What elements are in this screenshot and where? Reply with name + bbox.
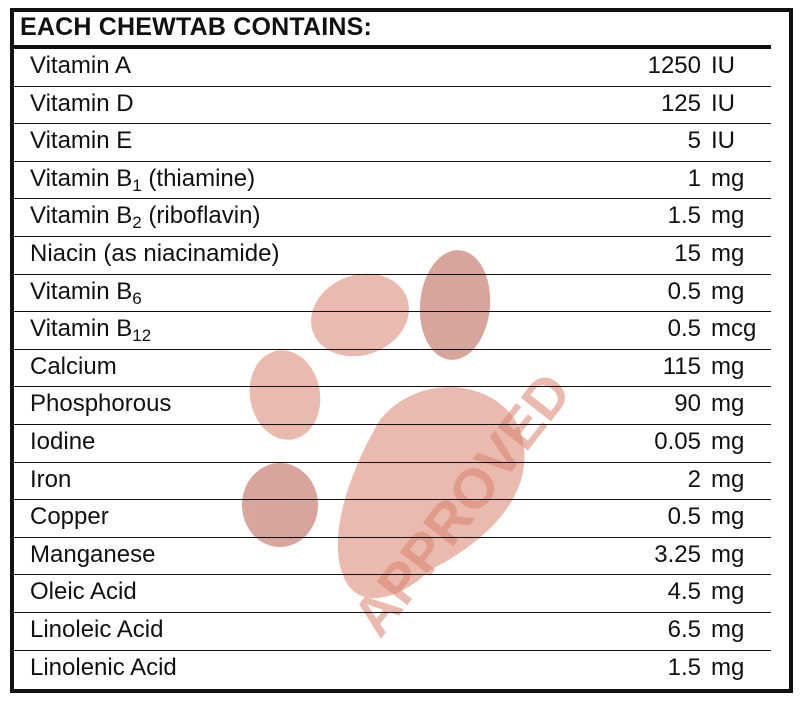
nutrient-unit: mg <box>711 615 745 643</box>
nutrient-name: Manganese <box>30 540 156 568</box>
nutrient-name: Linoleic Acid <box>30 615 164 643</box>
nutrient-name: Phosphorous <box>30 390 172 418</box>
nutrient-amount: 3.25 <box>654 540 701 568</box>
nutrient-amount: 0.5 <box>667 503 701 531</box>
table-row: Manganese 3.25 mg <box>14 538 771 576</box>
table-row: Vitamin B12 0.5 mcg <box>14 312 771 350</box>
table-row: Niacin (as niacinamide) 15 mg <box>14 237 771 275</box>
nutrient-unit: mg <box>711 239 745 267</box>
nutrient-unit: mg <box>711 164 745 192</box>
label-title: EACH CHEWTAB CONTAINS: <box>20 13 373 41</box>
nutrient-unit: mg <box>711 277 745 305</box>
nutrient-amount: 0.05 <box>654 427 701 455</box>
nutrient-unit: mcg <box>711 315 757 343</box>
nutrient-amount: 1.5 <box>667 653 701 681</box>
nutrient-unit: IU <box>711 52 735 79</box>
nutrient-name: Vitamin B12 <box>30 315 152 346</box>
nutrient-amount: 125 <box>660 89 701 117</box>
table-row: Iodine 0.05 mg <box>14 425 771 463</box>
table-row: Vitamin B1 (thiamine) 1 mg <box>14 162 771 200</box>
table-row: Linolenic Acid 1.5 mg <box>14 651 771 688</box>
table-row: Copper 0.5 mg <box>14 500 771 538</box>
table-row: Vitamin E 5 IU <box>14 124 771 162</box>
table-row: Vitamin B6 0.5 mg <box>14 275 771 313</box>
nutrient-name: Iron <box>30 465 72 493</box>
nutrient-amount: 90 <box>674 390 701 418</box>
nutrient-amount: 0.5 <box>667 277 701 305</box>
nutrient-name: Oleic Acid <box>30 578 137 606</box>
table-row: Oleic Acid 4.5 mg <box>14 575 771 613</box>
nutrient-amount: 2 <box>687 465 701 493</box>
nutrient-unit: IU <box>711 127 735 155</box>
nutrient-amount: 6.5 <box>667 615 701 643</box>
nutrient-unit: mg <box>711 653 745 681</box>
nutrient-amount: 115 <box>662 352 701 380</box>
nutrient-amount: 0.5 <box>667 315 701 343</box>
nutrient-unit: mg <box>711 202 745 230</box>
nutrient-name: Linolenic Acid <box>30 653 177 681</box>
nutrient-unit: mg <box>711 352 745 380</box>
header-divider <box>14 45 771 49</box>
nutrient-unit: mg <box>711 540 745 568</box>
nutrient-name: Vitamin B1 (thiamine) <box>30 164 256 195</box>
nutrient-unit: mg <box>711 578 745 606</box>
table-row: Linoleic Acid 6.5 mg <box>14 613 771 651</box>
nutrient-name: Copper <box>30 503 109 531</box>
table-row: Iron 2 mg <box>14 463 771 501</box>
table-row: Vitamin A 1250 IU <box>14 49 771 87</box>
nutrient-amount: 1 <box>687 164 701 192</box>
nutrient-amount: 4.5 <box>667 578 701 606</box>
nutrient-name: Vitamin E <box>30 127 133 155</box>
nutrient-unit: mg <box>711 427 745 455</box>
nutrient-unit: mg <box>711 465 745 493</box>
table-row: Vitamin D 125 IU <box>14 87 771 125</box>
nutrient-amount: 15 <box>674 239 701 267</box>
nutrient-name: Vitamin A <box>30 52 131 79</box>
nutrient-name: Iodine <box>30 427 96 455</box>
nutrient-unit: IU <box>711 89 735 117</box>
nutrient-name: Niacin (as niacinamide) <box>30 239 280 267</box>
table-row: Phosphorous 90 mg <box>14 387 771 425</box>
table-row: Vitamin B2 (riboflavin) 1.5 mg <box>14 199 771 237</box>
nutrient-amount: 5 <box>687 127 701 155</box>
nutrient-unit: mg <box>711 390 745 418</box>
nutrient-name: Vitamin D <box>30 89 134 117</box>
table-row: Calcium 115 mg <box>14 350 771 388</box>
nutrient-name: Vitamin B2 (riboflavin) <box>30 202 261 233</box>
label-frame <box>10 8 793 693</box>
nutrient-amount: 1.5 <box>667 202 701 230</box>
nutrient-name: Calcium <box>30 352 117 380</box>
nutrient-unit: mg <box>711 503 745 531</box>
nutrient-name: Vitamin B6 <box>30 277 142 308</box>
nutrient-amount: 1250 <box>647 52 701 79</box>
